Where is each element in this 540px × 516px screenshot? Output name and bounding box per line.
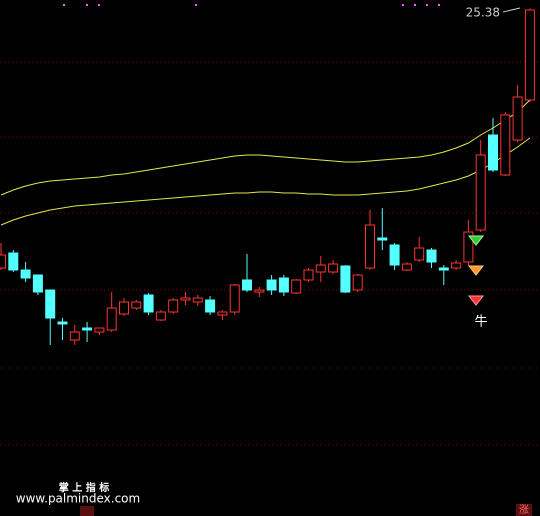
candle-body [303,269,314,281]
candle-body [328,263,339,273]
signals: 牛 [467,235,488,330]
candle-body [8,252,19,271]
candle-body [82,327,93,331]
dot [438,4,440,6]
watermark-url: www.palmindex.com [16,492,140,506]
corner-box [516,504,532,516]
dot [63,4,65,6]
top-dots [63,4,440,6]
candle-body [106,307,117,331]
candle-body [266,279,277,291]
candle-body [488,134,498,171]
watermark-title: 掌 上 指 标 [59,481,109,494]
max-label: 25.38 [466,6,500,20]
signal-diamond [467,265,485,276]
candle-body [20,269,31,279]
candle-body [524,9,535,101]
candle-body [229,284,240,313]
dot [426,4,428,6]
candle-body [155,311,166,321]
candle-body [242,279,252,291]
candle-body [192,297,203,303]
dot [98,4,100,6]
candle-body [365,224,375,269]
candle-body [426,249,437,263]
corner-text: 涨 [519,504,529,516]
candle-body [119,301,129,315]
candle-body [451,262,462,269]
candle-body [180,297,191,301]
candle-body [475,154,486,231]
candle-body [32,274,43,293]
dot [86,4,88,6]
plot [0,8,535,345]
candle-body [45,289,56,319]
candle-body [340,265,351,293]
candle-body [352,274,363,291]
candle-body [217,311,228,316]
signal-diamond [467,295,485,306]
candle-body [69,331,80,341]
candle-body [389,244,400,266]
candle-body [377,237,388,241]
candle-body [57,321,68,325]
max-pointer [502,7,521,13]
candle-body [0,254,6,269]
candle-body [438,267,449,271]
candle-body [291,279,302,294]
candle-body [512,96,523,141]
candle-body [131,301,142,309]
dot [195,4,197,6]
candle-body [401,263,412,271]
candle-body [414,247,425,261]
ma-line [0,137,531,226]
dot [414,4,416,6]
candle-body [463,231,474,263]
candle-body [205,299,216,313]
candle-body [94,327,105,333]
signal-diamond [467,235,485,246]
candle-body [168,299,179,313]
candle-body [315,264,326,273]
candle-body [143,294,154,313]
signal-text: 牛 [474,315,487,330]
ma-line [0,99,531,196]
dot [402,4,404,6]
corner-box [80,506,94,516]
candle-body [500,114,511,176]
candle-body [254,289,265,293]
candle-body [278,277,289,293]
